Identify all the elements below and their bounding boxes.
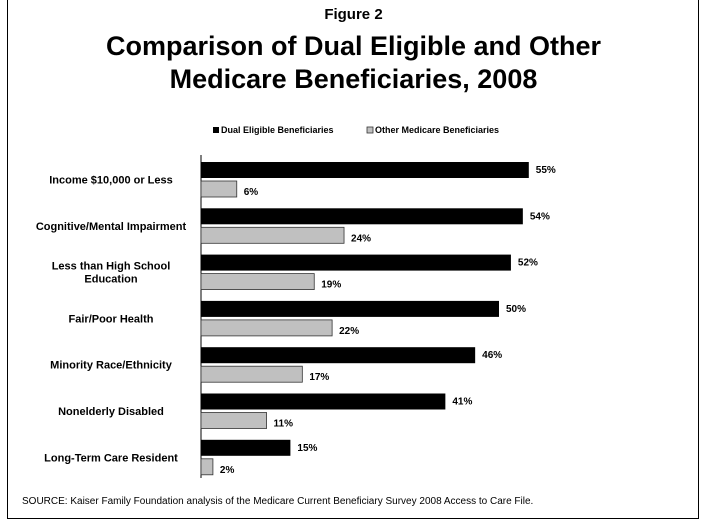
category-label: Long-Term Care Resident xyxy=(44,452,178,464)
data-label-other: 11% xyxy=(274,419,294,430)
legend-swatch-dual xyxy=(213,127,219,133)
bar-chart: Dual Eligible Beneficiaries Other Medicar… xyxy=(36,125,556,478)
bar-other xyxy=(200,458,214,476)
bar-dual xyxy=(201,254,511,271)
bar-dual xyxy=(201,347,476,364)
bar-other xyxy=(200,365,303,383)
bar-dual xyxy=(201,393,446,410)
source-note: SOURCE: Kaiser Family Foundation analysi… xyxy=(22,496,534,507)
data-label-other: 2% xyxy=(220,465,235,476)
category-label: Less than High School xyxy=(52,261,171,273)
bar-other xyxy=(200,180,238,198)
category-label: Cognitive/Mental Impairment xyxy=(36,221,187,233)
data-label-other: 22% xyxy=(339,326,359,337)
bar-dual xyxy=(201,162,529,178)
legend-swatch-other xyxy=(366,126,374,134)
bar-other xyxy=(200,319,333,337)
category-label: Education xyxy=(84,274,137,286)
data-label-dual: 52% xyxy=(518,258,538,269)
category-label: Income $10,000 or Less xyxy=(49,175,173,187)
bar-dual xyxy=(201,300,499,317)
data-label-other: 17% xyxy=(309,372,329,383)
category-label: Fair/Poor Health xyxy=(69,313,154,325)
data-label-dual: 15% xyxy=(297,443,317,454)
data-label-other: 19% xyxy=(321,280,341,291)
chart-title-line2: Medicare Beneficiaries, 2008 xyxy=(169,64,538,94)
data-label-other: 24% xyxy=(351,233,371,244)
chart-title-line1: Comparison of Dual Eligible and Other xyxy=(105,31,602,61)
figure-label: Figure 2 xyxy=(324,6,383,23)
data-label-dual: 41% xyxy=(452,397,472,408)
chart-title: Comparison of Dual Eligible and Other Me… xyxy=(0,30,707,96)
legend-label-other: Other Medicare Beneficiaries xyxy=(375,125,499,135)
data-label-dual: 54% xyxy=(530,211,550,222)
bar-dual xyxy=(201,208,523,225)
data-label-dual: 55% xyxy=(536,165,556,176)
bar-other xyxy=(200,412,267,429)
category-label: Nonelderly Disabled xyxy=(58,406,164,418)
category-label: Minority Race/Ethnicity xyxy=(50,360,173,372)
data-label-other: 6% xyxy=(244,187,259,198)
slide-frame xyxy=(7,0,699,519)
bar-other xyxy=(200,273,315,291)
data-label-dual: 46% xyxy=(482,350,502,361)
bar-other xyxy=(200,226,345,244)
bar-dual xyxy=(201,439,291,456)
legend-label-dual: Dual Eligible Beneficiaries xyxy=(221,125,334,135)
data-label-dual: 50% xyxy=(506,304,526,315)
